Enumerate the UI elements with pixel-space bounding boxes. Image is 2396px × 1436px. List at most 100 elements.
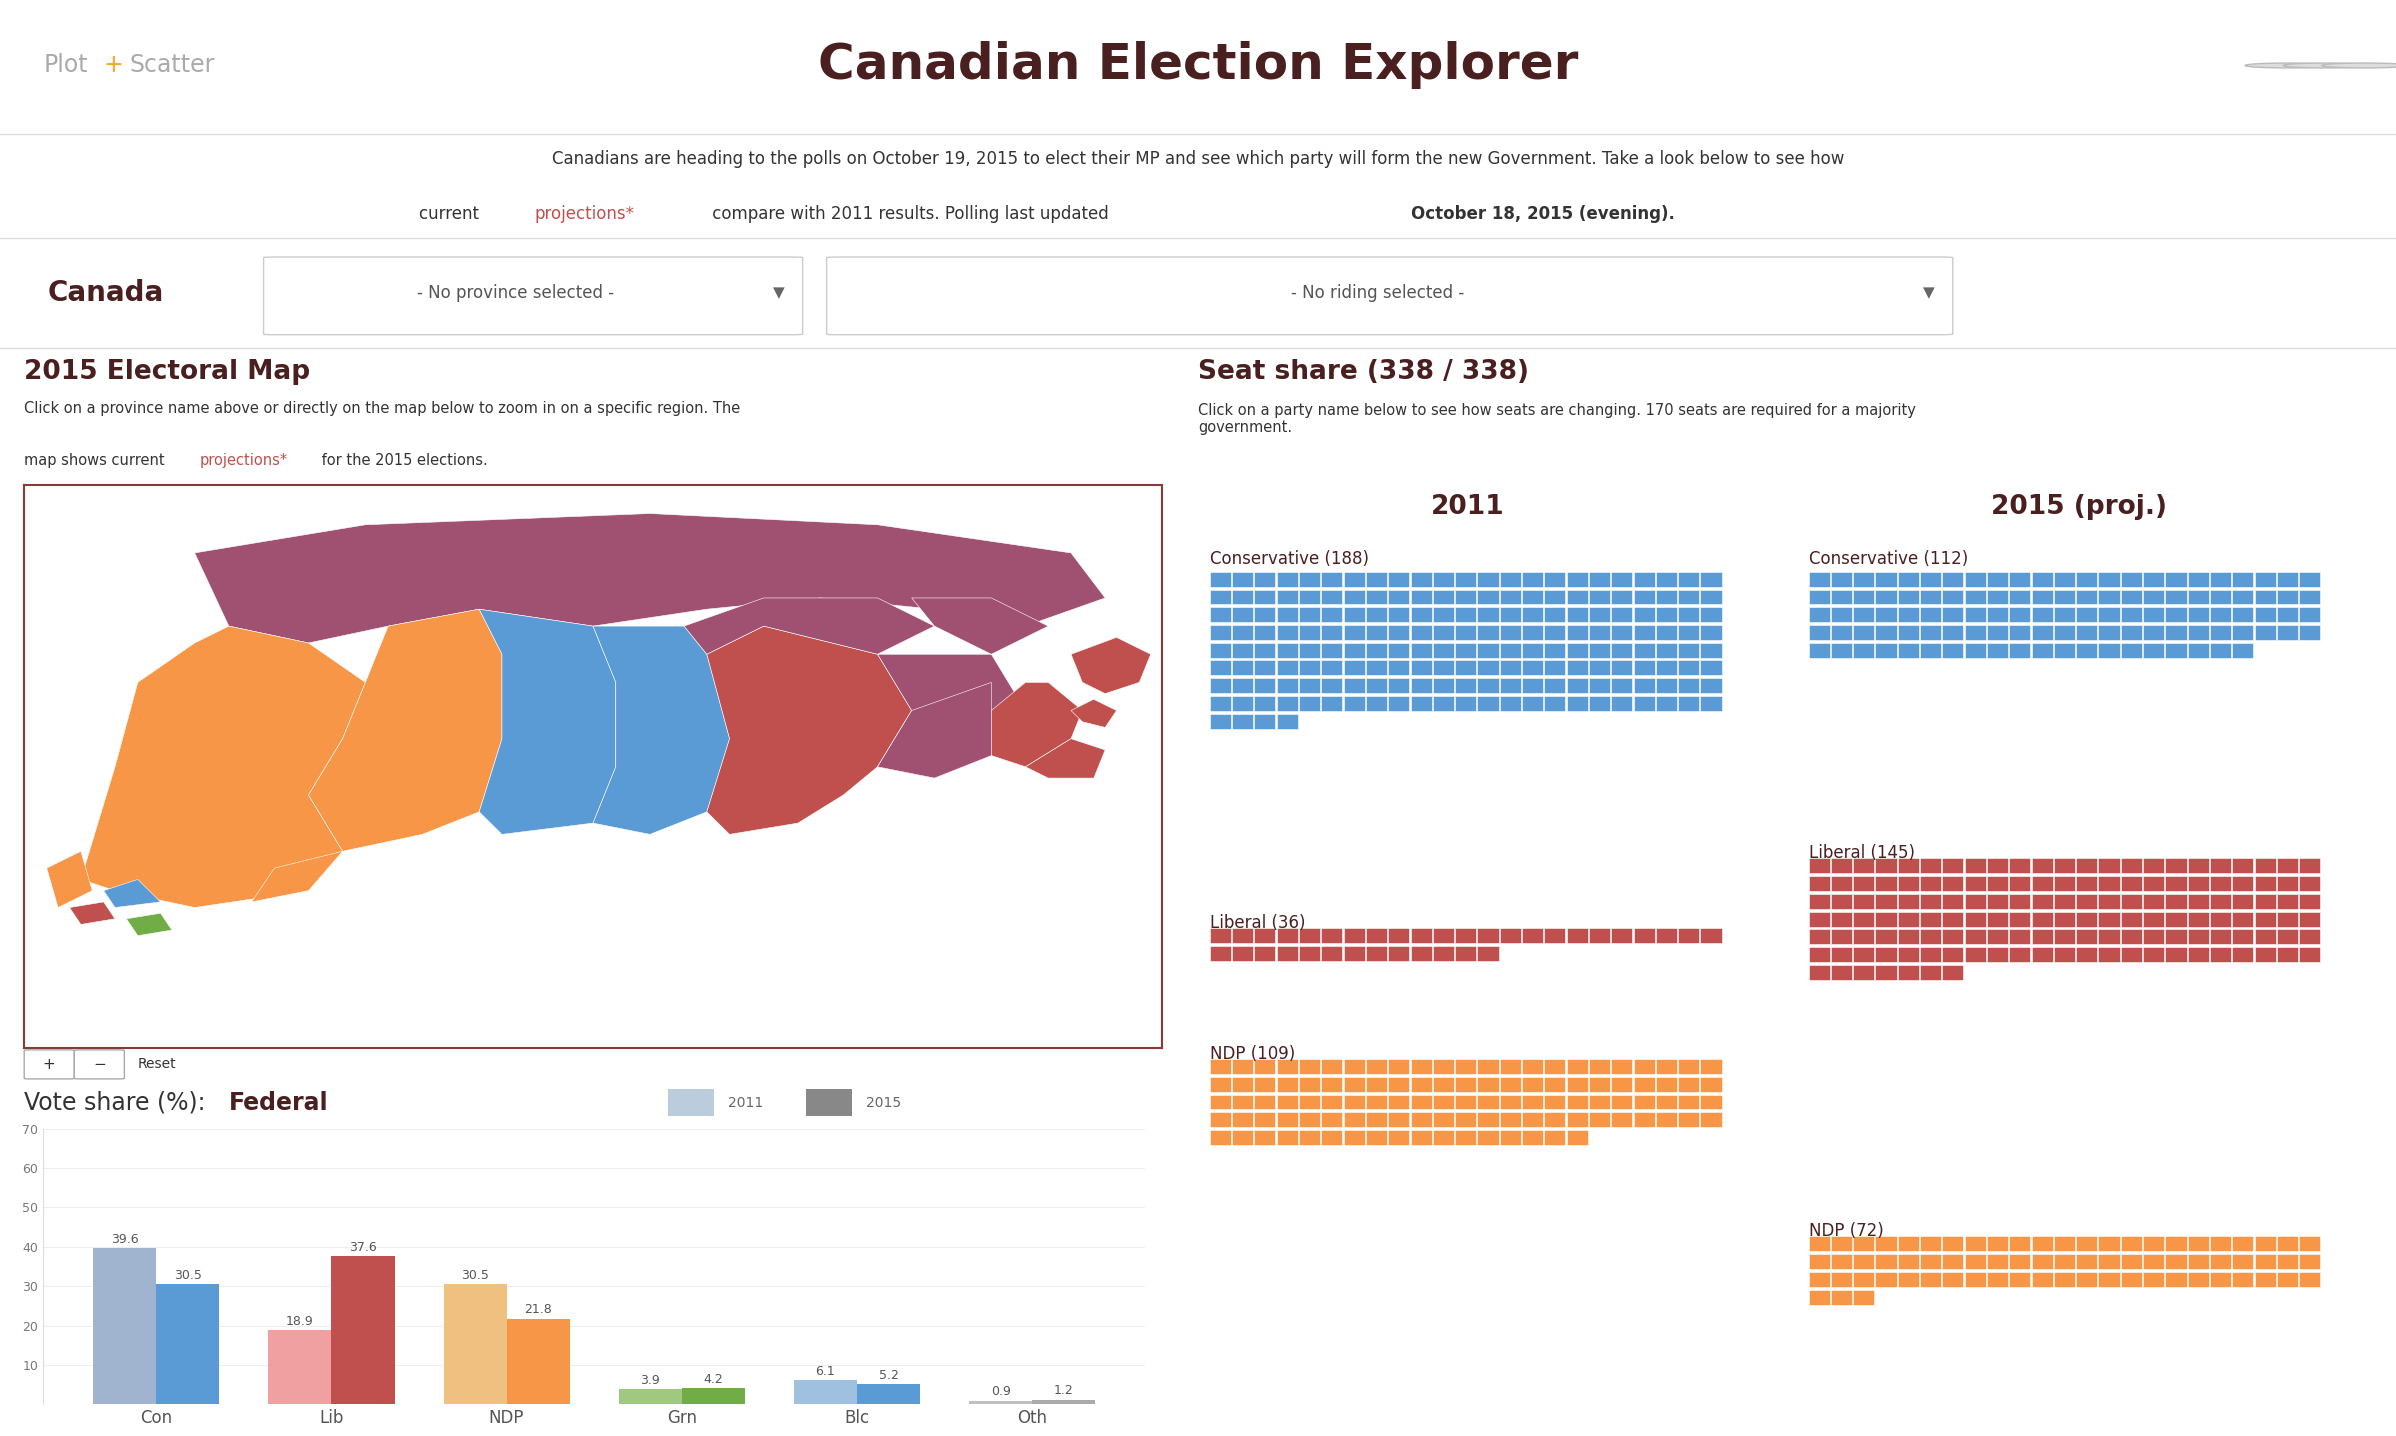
Bar (2233, 929, 2255, 945)
Bar (1344, 607, 1366, 622)
Bar (2209, 893, 2231, 909)
Bar (1876, 1236, 1898, 1251)
Polygon shape (48, 852, 93, 908)
Bar (2010, 607, 2029, 622)
Bar (2255, 572, 2276, 587)
Bar (1433, 1094, 1454, 1110)
Bar (1986, 859, 2008, 873)
Text: Federal: Federal (228, 1091, 328, 1114)
Bar (1545, 1077, 1565, 1091)
Text: 37.6: 37.6 (350, 1241, 376, 1254)
Bar (1809, 572, 1831, 587)
Bar (1500, 1130, 1521, 1144)
Bar (1589, 661, 1610, 675)
Bar (1876, 876, 1898, 890)
Bar (1610, 572, 1632, 587)
Bar (1898, 572, 1919, 587)
Bar (2010, 590, 2029, 605)
Bar (2053, 893, 2075, 909)
Bar (1320, 572, 1342, 587)
Text: 2015 (proj.): 2015 (proj.) (1991, 494, 2166, 520)
Bar (1545, 678, 1565, 694)
Bar (1831, 912, 1852, 926)
Bar (1919, 859, 1941, 873)
Bar (1232, 1060, 1253, 1074)
Bar (1210, 607, 1232, 622)
Bar (1589, 590, 1610, 605)
Bar (1344, 696, 1366, 711)
Bar (2233, 876, 2255, 890)
Bar (1256, 572, 1275, 587)
Bar (1610, 1113, 1632, 1127)
Bar (1387, 928, 1409, 943)
Bar (1500, 661, 1521, 675)
Bar (2099, 1254, 2120, 1269)
Bar (1232, 714, 1253, 728)
Bar (1656, 1060, 1677, 1074)
Bar (1634, 1094, 1656, 1110)
Text: 2015: 2015 (865, 1096, 901, 1110)
Text: −: − (93, 1057, 105, 1071)
Text: 39.6: 39.6 (110, 1234, 139, 1246)
Bar (1256, 661, 1275, 675)
Polygon shape (877, 682, 992, 778)
Bar (1277, 714, 1299, 728)
Bar (1965, 607, 1986, 622)
Bar (2255, 929, 2276, 945)
Bar (2032, 1272, 2053, 1287)
Bar (1589, 1094, 1610, 1110)
Bar (2077, 607, 2096, 622)
Bar (1256, 696, 1275, 711)
Bar (1366, 946, 1387, 961)
Bar (2233, 948, 2255, 962)
Bar (1965, 1236, 1986, 1251)
Bar (2142, 912, 2164, 926)
Bar (1299, 928, 1320, 943)
Bar (1919, 643, 1941, 658)
Bar (2032, 893, 2053, 909)
Bar (2142, 948, 2164, 962)
Bar (1809, 859, 1831, 873)
Bar (1986, 929, 2008, 945)
Bar (1232, 1094, 1253, 1110)
Bar (2142, 876, 2164, 890)
Bar (1943, 1254, 1962, 1269)
Bar (1545, 1094, 1565, 1110)
Bar (1852, 1254, 1874, 1269)
Bar (1320, 625, 1342, 640)
Bar (1610, 1077, 1632, 1091)
Text: - No province selected -: - No province selected - (417, 284, 613, 302)
Bar (1545, 590, 1565, 605)
Bar (1411, 590, 1433, 605)
Bar (1366, 1077, 1387, 1091)
Bar (1521, 607, 1543, 622)
Bar (1701, 696, 1723, 711)
Bar (1589, 643, 1610, 658)
Bar (1521, 1094, 1543, 1110)
Bar (1433, 696, 1454, 711)
Bar (1567, 643, 1589, 658)
Bar (1831, 893, 1852, 909)
Bar (1898, 912, 1919, 926)
Bar (2209, 948, 2231, 962)
Bar (1545, 661, 1565, 675)
Bar (1411, 946, 1433, 961)
Bar (1986, 625, 2008, 640)
Bar (2255, 590, 2276, 605)
Bar (1701, 572, 1723, 587)
Bar (1567, 572, 1589, 587)
Bar (1876, 625, 1898, 640)
Bar (1299, 572, 1320, 587)
Text: 0.9: 0.9 (990, 1386, 1011, 1399)
Bar (2142, 1272, 2164, 1287)
Bar (2010, 859, 2029, 873)
Bar (1831, 643, 1852, 658)
Bar (1589, 1077, 1610, 1091)
Bar (2300, 572, 2319, 587)
FancyBboxPatch shape (24, 1050, 74, 1078)
Bar (1210, 946, 1232, 961)
Bar (1433, 590, 1454, 605)
Bar (1320, 1060, 1342, 1074)
Bar (2010, 1236, 2029, 1251)
Text: 2015 Electoral Map: 2015 Electoral Map (24, 359, 309, 385)
